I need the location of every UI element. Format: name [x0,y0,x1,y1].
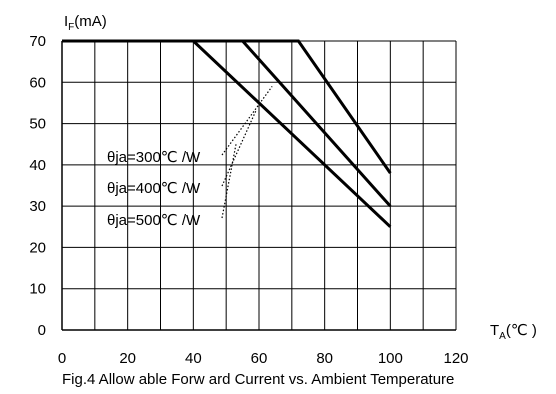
y-tick-label: 50 [29,116,46,133]
series-layer [62,39,392,228]
annotation-label-2: θja=400℃ /W [107,180,201,197]
x-tick-label: 60 [251,350,268,367]
y-tick-label: 0 [38,322,46,339]
x-tick-label: 0 [58,350,66,367]
x-tick-label: 80 [316,350,333,367]
annotation-label-1: θja=300℃ /W [107,149,201,166]
y-tick-label: 60 [29,74,46,91]
y-axis-label: IF(mA) [64,13,107,33]
annotation-layer: θja=300℃ /W θja=400℃ /W θja=500℃ /W [107,86,273,229]
y-tick-label: 20 [29,239,46,256]
figure-caption: Fig.4 Allow able Forw ard Current vs. Am… [62,371,454,388]
annotation-label-3: θja=500℃ /W [107,212,201,229]
y-tick-label: 10 [29,281,46,298]
x-tick-label: 120 [443,350,468,367]
y-tick-label: 70 [29,33,46,50]
x-tick-label: 20 [119,350,136,367]
annotation-leader-1 [221,86,273,156]
tick-labels: 0 20 40 60 80 100 120 0 10 20 30 40 50 60 70 [29,33,468,367]
x-tick-label: 100 [378,350,403,367]
grid [61,40,457,331]
y-tick-label: 30 [29,198,46,215]
annotation-leader-3 [221,144,237,219]
x-axis-label: TA(℃ ) [490,322,537,342]
x-tick-label: 40 [185,350,202,367]
y-tick-label: 40 [29,157,46,174]
series-line-3 [62,39,392,228]
